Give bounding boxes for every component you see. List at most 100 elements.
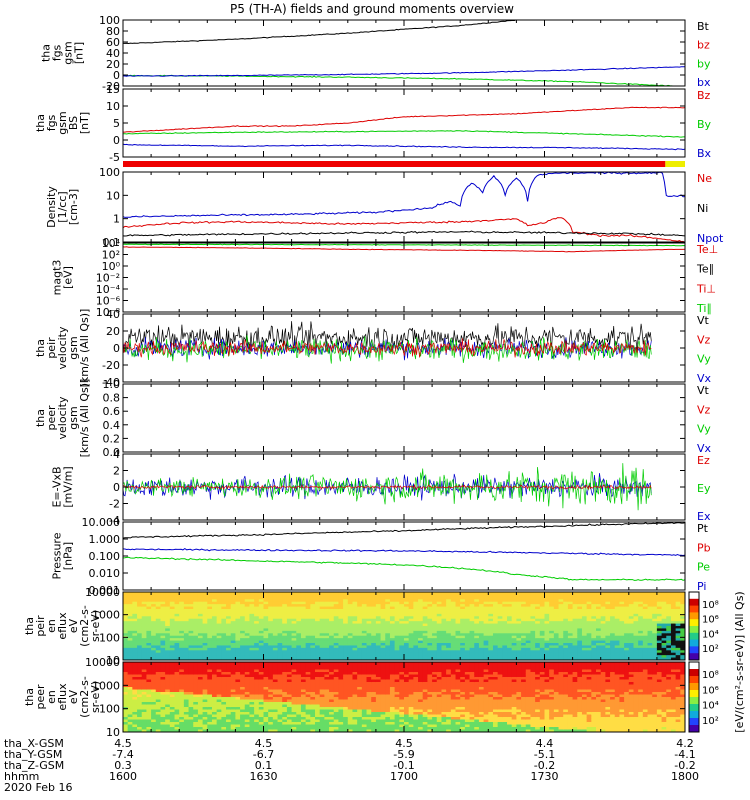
heatmap-cell — [394, 633, 400, 637]
heatmap-cell — [488, 623, 494, 627]
heatmap-cell — [151, 662, 157, 665]
heatmap-cell — [666, 594, 672, 598]
heatmap-cell — [211, 621, 218, 625]
heatmap-cell — [371, 621, 377, 625]
heatmap-cell — [188, 630, 194, 634]
heatmap-cell — [366, 635, 372, 639]
heatmap-cell — [300, 635, 307, 639]
heatmap-cell — [619, 638, 625, 642]
heatmap-cell — [216, 677, 222, 680]
heatmap-cell — [249, 702, 255, 705]
heatmap-cell — [619, 652, 625, 656]
heatmap-cell — [216, 616, 222, 620]
heatmap-cell — [460, 613, 466, 617]
heatmap-cell — [235, 724, 241, 728]
heatmap-cell — [399, 596, 405, 600]
heatmap-cell — [600, 643, 606, 646]
heatmap-cell — [624, 594, 630, 598]
heatmap-cell — [516, 596, 522, 600]
heatmap-cell — [324, 596, 330, 600]
heatmap-cell — [179, 669, 185, 673]
status-bar-yellow — [665, 161, 685, 167]
heatmap-cell — [216, 623, 222, 627]
heatmap-cell — [347, 613, 353, 617]
heatmap-cell — [638, 640, 644, 644]
heatmap-cell — [656, 657, 663, 660]
heatmap-cell — [338, 623, 344, 627]
heatmap-cell — [394, 604, 400, 608]
heatmap-cell — [371, 616, 377, 620]
heatmap-cell — [254, 609, 260, 612]
heatmap-cell — [244, 714, 250, 718]
heatmap-cell — [282, 655, 288, 659]
heatmap-cell — [628, 592, 634, 595]
heatmap-cell — [474, 621, 480, 625]
heatmap-cell — [670, 645, 677, 649]
heatmap-cell — [188, 669, 194, 673]
heatmap-cell — [230, 702, 236, 705]
heatmap-cell — [670, 643, 677, 646]
series-line-Bt — [123, 20, 520, 45]
heatmap-cell — [193, 712, 199, 715]
heatmap-cell — [258, 694, 264, 698]
y-label-line: tha — [34, 409, 47, 427]
heatmap-cell — [141, 699, 147, 703]
heatmap-cell — [230, 621, 236, 625]
heatmap-cell — [670, 599, 677, 603]
heatmap-cell — [183, 672, 190, 675]
heatmap-cell — [174, 677, 180, 680]
heatmap-cell — [249, 709, 255, 713]
heatmap-cell — [460, 601, 466, 605]
heatmap-cell — [652, 652, 658, 656]
heatmap-cell — [310, 606, 316, 610]
heatmap-cell — [628, 596, 634, 600]
heatmap-cell — [226, 707, 232, 710]
series-line-Npot — [123, 172, 685, 218]
heatmap-cell — [291, 601, 297, 605]
heatmap-cell — [137, 635, 143, 639]
heatmap-cell — [404, 609, 410, 612]
heatmap-cell — [343, 643, 349, 646]
y-axis-label-temperature: magt3[eV] — [51, 260, 75, 296]
heatmap-cell — [596, 596, 602, 600]
heatmap-cell — [338, 594, 344, 598]
heatmap-cell — [277, 697, 283, 700]
heatmap-cell — [132, 677, 138, 680]
heatmap-cell — [596, 613, 602, 617]
heatmap-cell — [286, 618, 293, 622]
heatmap-cell — [558, 621, 564, 625]
heatmap-cell — [183, 640, 190, 644]
heatmap-cell — [244, 626, 250, 629]
heatmap-cell — [422, 633, 428, 637]
heatmap-cell — [380, 611, 386, 615]
heatmap-cell — [300, 655, 307, 659]
heatmap-cell — [197, 613, 204, 617]
heatmap-cell — [151, 694, 157, 698]
heatmap-cell — [492, 616, 499, 620]
heatmap-cell — [202, 692, 208, 695]
heatmap-cell — [596, 623, 602, 627]
heatmap-cell — [315, 621, 321, 625]
heatmap-cell — [211, 645, 218, 649]
heatmap-cell — [193, 623, 199, 627]
heatmap-cell — [600, 613, 606, 617]
heatmap-cell — [371, 657, 377, 660]
heatmap-cell — [502, 655, 508, 659]
heatmap-cell — [240, 633, 246, 637]
heatmap-cell — [450, 623, 457, 627]
heatmap-cell — [511, 594, 517, 598]
heatmap-cell — [216, 682, 222, 685]
heatmap-cell — [544, 657, 550, 660]
heatmap-cell — [235, 599, 241, 603]
heatmap-cell — [567, 609, 574, 612]
legend-item-Vt: Vt — [697, 384, 710, 397]
heatmap-cell — [511, 601, 517, 605]
heatmap-cell — [624, 643, 630, 646]
heatmap-cell — [478, 609, 485, 612]
heatmap-cell — [197, 682, 204, 685]
heatmap-cell — [549, 601, 555, 605]
heatmap-cell — [675, 643, 681, 646]
heatmap-cell — [591, 655, 597, 659]
heatmap-cell — [450, 633, 457, 637]
